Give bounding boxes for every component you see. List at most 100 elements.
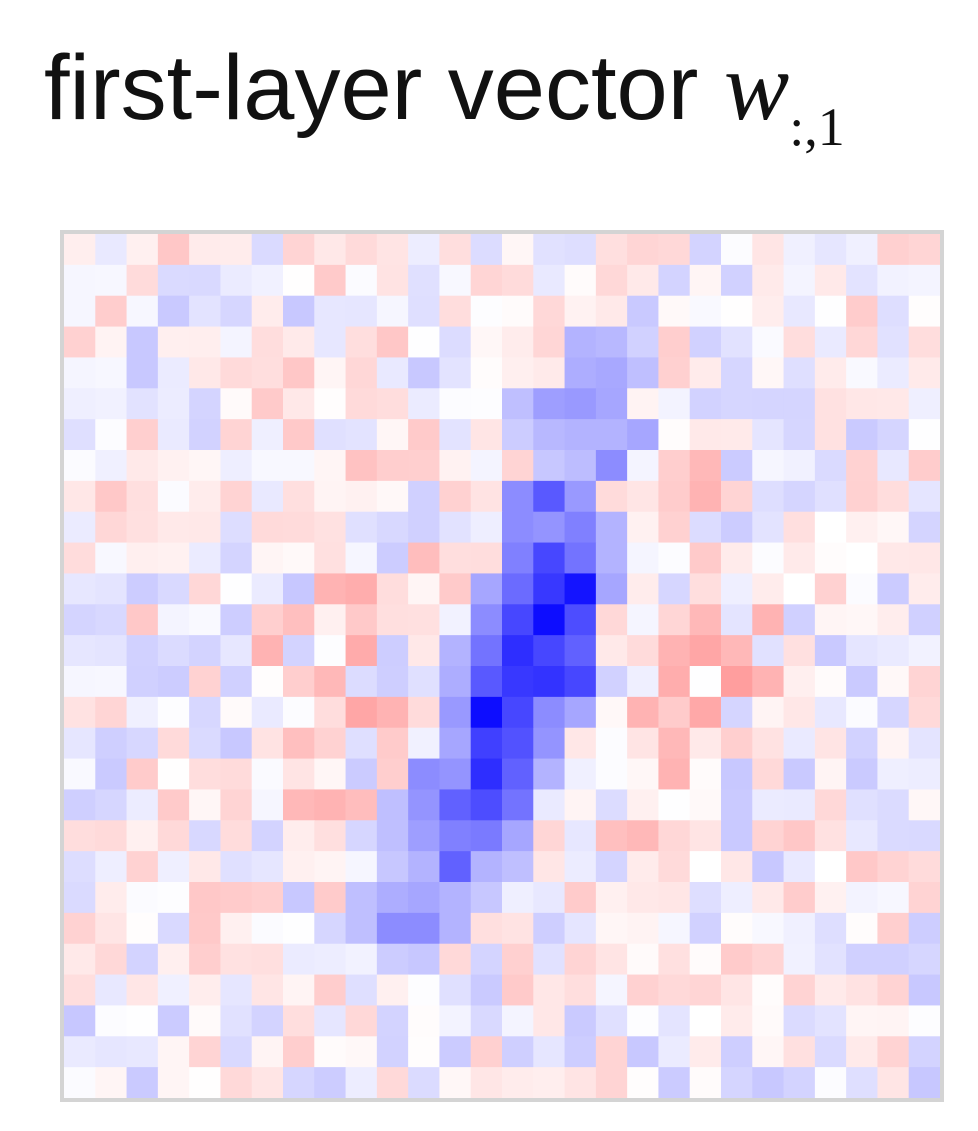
heatmap-cell-r2-c7 [283, 295, 315, 328]
heatmap-cell-r20-c17 [595, 851, 628, 883]
heatmap-cell-r9-c14 [502, 511, 534, 544]
heatmap-cell-r20-c3 [157, 851, 190, 883]
heatmap-cell-r25-c3 [157, 1005, 190, 1037]
heatmap-cell-r6-c6 [251, 419, 284, 451]
heatmap-cell-r19-c20 [689, 820, 722, 852]
heatmap-cell-r15-c6 [251, 696, 284, 729]
heatmap-cell-r27-c13 [470, 1067, 503, 1098]
heatmap-cell-r9-c26 [877, 511, 910, 544]
heatmap-cell-r26-c5 [220, 1036, 253, 1068]
heatmap-cell-r11-c17 [595, 573, 628, 605]
heatmap-cell-r12-c8 [314, 604, 347, 636]
heatmap-cell-r17-c22 [752, 758, 785, 791]
heatmap-cell-r3-c5 [220, 326, 253, 359]
heatmap-cell-r6-c19 [658, 419, 691, 451]
heatmap-cell-r8-c12 [439, 480, 472, 513]
heatmap-cell-r21-c1 [95, 882, 128, 914]
heatmap-cell-r4-c11 [408, 357, 441, 389]
heatmap-cell-r0-c20 [689, 234, 722, 266]
heatmap-cell-r3-c18 [627, 326, 660, 359]
heatmap-cell-r7-c24 [814, 450, 847, 482]
heatmap-cell-r16-c17 [595, 727, 628, 760]
heatmap-cell-r21-c17 [595, 882, 628, 914]
heatmap-cell-r0-c14 [502, 234, 534, 266]
heatmap-cell-r13-c20 [689, 635, 722, 667]
heatmap-cell-r9-c21 [721, 511, 753, 544]
heatmap-cell-r14-c21 [721, 666, 753, 698]
heatmap-cell-r1-c15 [533, 264, 566, 297]
heatmap-cell-r20-c4 [189, 851, 222, 883]
heatmap-cell-r0-c3 [157, 234, 190, 266]
heatmap-cell-r7-c22 [752, 450, 785, 482]
heatmap-cell-r22-c15 [533, 912, 566, 945]
heatmap-cell-r14-c12 [439, 666, 472, 698]
heatmap-cell-r24-c20 [689, 974, 722, 1007]
heatmap-cell-r21-c27 [908, 882, 940, 914]
heatmap-cell-r26-c23 [783, 1036, 816, 1068]
heatmap-cell-r16-c15 [533, 727, 566, 760]
heatmap-cell-r11-c7 [283, 573, 315, 605]
heatmap-cell-r4-c27 [908, 357, 940, 389]
heatmap-cell-r6-c11 [408, 419, 441, 451]
heatmap-cell-r14-c2 [126, 666, 159, 698]
heatmap-cell-r21-c20 [689, 882, 722, 914]
heatmap-cell-r10-c25 [846, 542, 879, 575]
title-math-symbol: w:,1 [724, 33, 845, 157]
heatmap-cell-r24-c2 [126, 974, 159, 1007]
heatmap-cell-r27-c25 [846, 1067, 879, 1098]
heatmap-cell-r16-c18 [627, 727, 660, 760]
heatmap-cell-r6-c25 [846, 419, 879, 451]
heatmap-cell-r13-c15 [533, 635, 566, 667]
heatmap-cell-r7-c27 [908, 450, 940, 482]
heatmap-cell-r6-c5 [220, 419, 253, 451]
heatmap-cell-r11-c26 [877, 573, 910, 605]
heatmap-cell-r27-c15 [533, 1067, 566, 1098]
heatmap-cell-r20-c7 [283, 851, 315, 883]
heatmap-cell-r7-c7 [283, 450, 315, 482]
heatmap-cell-r18-c14 [502, 789, 534, 821]
heatmap-cell-r22-c9 [345, 912, 378, 945]
heatmap-cell-r19-c14 [502, 820, 534, 852]
heatmap-cell-r27-c27 [908, 1067, 940, 1098]
heatmap-cell-r20-c14 [502, 851, 534, 883]
title-text: first-layer vector [44, 37, 724, 139]
heatmap-cell-r24-c26 [877, 974, 910, 1007]
heatmap-cell-r12-c9 [345, 604, 378, 636]
heatmap-cell-r5-c0 [64, 388, 96, 420]
heatmap-cell-r14-c0 [64, 666, 96, 698]
heatmap-cell-r2-c10 [376, 295, 409, 328]
heatmap-cell-r2-c13 [470, 295, 503, 328]
heatmap-cell-r23-c27 [908, 943, 940, 976]
heatmap-cell-r6-c9 [345, 419, 378, 451]
heatmap-cell-r24-c22 [752, 974, 785, 1007]
heatmap-cell-r20-c1 [95, 851, 128, 883]
heatmap-cell-r13-c10 [376, 635, 409, 667]
heatmap-cell-r15-c17 [595, 696, 628, 729]
heatmap-cell-r11-c4 [189, 573, 222, 605]
heatmap-cell-r2-c24 [814, 295, 847, 328]
heatmap-cell-r26-c24 [814, 1036, 847, 1068]
heatmap-cell-r24-c7 [283, 974, 315, 1007]
heatmap-cell-r16-c9 [345, 727, 378, 760]
heatmap-cell-r22-c27 [908, 912, 940, 945]
heatmap-cell-r16-c2 [126, 727, 159, 760]
heatmap-cell-r22-c5 [220, 912, 253, 945]
heatmap-cell-r12-c12 [439, 604, 472, 636]
heatmap-cell-r19-c4 [189, 820, 222, 852]
heatmap-cell-r3-c14 [502, 326, 534, 359]
heatmap-cell-r13-c2 [126, 635, 159, 667]
heatmap-cell-r22-c24 [814, 912, 847, 945]
heatmap-cell-r13-c14 [502, 635, 534, 667]
heatmap-cell-r16-c24 [814, 727, 847, 760]
heatmap-cell-r4-c10 [376, 357, 409, 389]
heatmap-cell-r12-c11 [408, 604, 441, 636]
heatmap-cell-r1-c22 [752, 264, 785, 297]
heatmap-cell-r3-c24 [814, 326, 847, 359]
heatmap-cell-r3-c3 [157, 326, 190, 359]
heatmap-cell-r11-c12 [439, 573, 472, 605]
heatmap-cell-r9-c6 [251, 511, 284, 544]
heatmap-cell-r4-c3 [157, 357, 190, 389]
heatmap-cell-r8-c13 [470, 480, 503, 513]
heatmap-cell-r13-c0 [64, 635, 96, 667]
heatmap-cell-r2-c9 [345, 295, 378, 328]
